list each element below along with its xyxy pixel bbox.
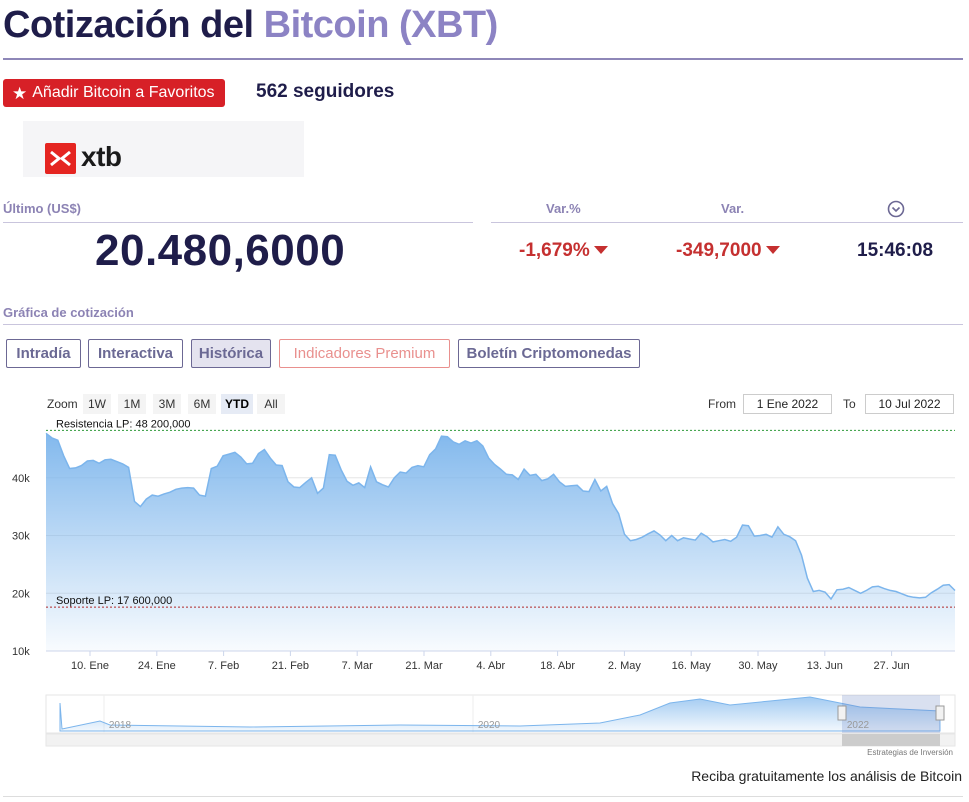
chart-section-heading: Gráfica de cotización — [3, 305, 134, 320]
annotation-label: Soporte LP: 17 600,000 — [56, 595, 172, 607]
x-tick-label: 30. May — [738, 660, 778, 672]
zoom-1m-button[interactable]: 1M — [118, 394, 146, 414]
price-chart[interactable]: Zoom 1W 1M 3M 6M YTD All From To Resiste… — [0, 385, 969, 765]
annotation-label: Resistencia LP: 48 200,000 — [56, 418, 191, 430]
chart-credit: Estrategias de Inversión — [867, 748, 953, 757]
navigator-label: 2020 — [478, 720, 501, 731]
y-tick-label: 30k — [12, 531, 30, 543]
chart-section-divider — [3, 324, 963, 325]
range-from-label: From — [708, 397, 736, 411]
page-title-accent: Bitcoin (XBT) — [263, 4, 499, 46]
navigator-label: 2018 — [109, 720, 132, 731]
var-pct-text: -1,679% — [519, 240, 590, 261]
down-arrow-icon — [765, 246, 780, 254]
x-tick-label: 21. Feb — [272, 660, 309, 672]
page-title-main: Cotización del — [3, 4, 254, 46]
page-title: Cotización del Bitcoin (XBT) — [3, 4, 498, 47]
quote-time: 15:46:08 — [857, 240, 934, 261]
navigator-label: 2022 — [847, 720, 870, 731]
x-tick-label: 10. Ene — [71, 660, 109, 672]
analysis-signup-link[interactable]: Reciba gratuitamente los análisis de Bit… — [691, 768, 962, 784]
star-icon: ★ — [12, 83, 28, 103]
navigator-scrollbar-thumb — [842, 734, 940, 746]
quote-right-divider — [491, 222, 963, 223]
tab-interactiva[interactable]: Interactiva — [88, 339, 183, 368]
sponsor-name: xtb — [81, 141, 122, 172]
x-tick-label: 4. Abr — [476, 660, 505, 672]
navigator-handle — [935, 705, 945, 721]
var-pct-value: -1,679% — [519, 240, 608, 262]
x-tick-label: 24. Ene — [138, 660, 176, 672]
y-tick-label: 20k — [12, 588, 30, 600]
tab-intradia[interactable]: Intradía — [6, 339, 81, 368]
range-from-input[interactable] — [743, 394, 832, 414]
add-favorite-button[interactable]: ★ Añadir Bitcoin a Favoritos — [3, 79, 225, 107]
y-tick-label: 40k — [12, 473, 30, 485]
x-tick-label: 2. May — [608, 660, 642, 672]
x-tick-label: 13. Jun — [807, 660, 843, 672]
price-chart-svg: Resistencia LP: 48 200,000 Soporte LP: 17… — [12, 418, 956, 757]
down-arrow-icon — [593, 246, 608, 254]
last-price-value: 20.480,6000 — [95, 226, 346, 275]
zoom-label: Zoom — [47, 397, 78, 411]
navigator-series — [59, 696, 941, 732]
tab-boletin-criptomonedas[interactable]: Boletín Criptomonedas — [458, 339, 640, 368]
range-to-input[interactable] — [865, 394, 954, 414]
x-tick-label: 7. Mar — [342, 660, 374, 672]
x-tick-label: 7. Feb — [208, 660, 239, 672]
title-divider — [3, 58, 963, 60]
range-to-label: To — [843, 397, 856, 411]
var-pct-label: Var.% — [546, 201, 581, 216]
tab-indicadores-premium[interactable]: Indicadores Premium — [279, 339, 450, 368]
var-label: Var. — [721, 201, 745, 216]
x-tick-label: 27. Jun — [874, 660, 910, 672]
sponsor-banner[interactable]: xtb — [23, 121, 304, 177]
price-line — [45, 432, 956, 601]
navigator-mask — [842, 695, 940, 733]
quote-left-divider — [3, 222, 473, 223]
price-area — [46, 433, 955, 651]
xtb-logo-icon — [45, 143, 76, 174]
tab-historica[interactable]: Histórica — [191, 339, 271, 368]
x-tick-label: 21. Mar — [405, 660, 443, 672]
zoom-ytd-button[interactable]: YTD — [221, 394, 253, 414]
zoom-6m-button[interactable]: 6M — [188, 394, 216, 414]
followers-count: 562 seguidores — [256, 81, 395, 102]
last-price-label: Último (US$) — [3, 201, 81, 216]
var-value: -349,7000 — [676, 240, 780, 262]
zoom-1w-button[interactable]: 1W — [83, 394, 111, 414]
zoom-3m-button[interactable]: 3M — [153, 394, 181, 414]
x-tick-label: 16. May — [672, 660, 712, 672]
zoom-all-button[interactable]: All — [257, 394, 285, 414]
navigator-scrollbar — [45, 733, 956, 747]
add-favorite-label: Añadir Bitcoin a Favoritos — [32, 84, 215, 101]
clock-icon — [887, 200, 905, 218]
footer-divider — [3, 796, 963, 797]
x-tick-label: 18. Abr — [540, 660, 575, 672]
y-tick-label: 10k — [12, 646, 30, 658]
var-text: -349,7000 — [676, 240, 762, 261]
navigator-handle — [837, 705, 847, 721]
